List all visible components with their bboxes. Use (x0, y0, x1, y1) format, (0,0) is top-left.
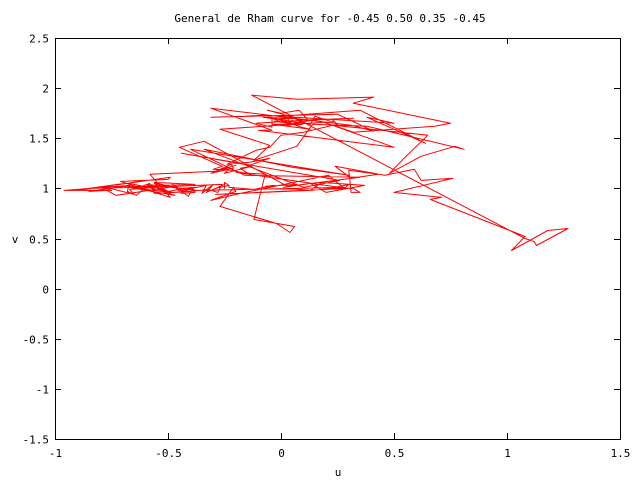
y-tick-label: 0.5 (29, 234, 49, 247)
y-tick-label: 1 (42, 183, 49, 196)
x-tick-label: 0.5 (385, 447, 405, 460)
x-tick-label: -1 (49, 447, 62, 460)
y-tick-label: 2.5 (29, 33, 49, 46)
x-tick-label: 1 (504, 447, 511, 460)
x-tick-label: 0 (278, 447, 285, 460)
plot-frame (55, 38, 621, 440)
curve-layer (63, 94, 569, 251)
y-tick-label: -1 (36, 384, 49, 397)
y-tick-label: -1.5 (23, 434, 50, 447)
y-tick-label: -0.5 (23, 334, 50, 347)
y-tick-label: 1.5 (29, 133, 49, 146)
y-axis-label: v (12, 233, 19, 246)
x-axis-ticks: -1 -0.5 0 0.5 1 1.5 (49, 38, 631, 460)
x-axis-label: u (335, 466, 342, 479)
series-line (63, 94, 569, 251)
chart-title: General de Rham curve for -0.45 0.50 0.3… (174, 12, 485, 25)
y-tick-label: 2 (42, 83, 49, 96)
x-tick-label: 1.5 (611, 447, 631, 460)
x-tick-label: -0.5 (155, 447, 182, 460)
y-tick-label: 0 (42, 284, 49, 297)
y-axis-ticks: -1.5 -1 -0.5 0 0.5 1 1.5 2 2.5 (23, 33, 620, 447)
